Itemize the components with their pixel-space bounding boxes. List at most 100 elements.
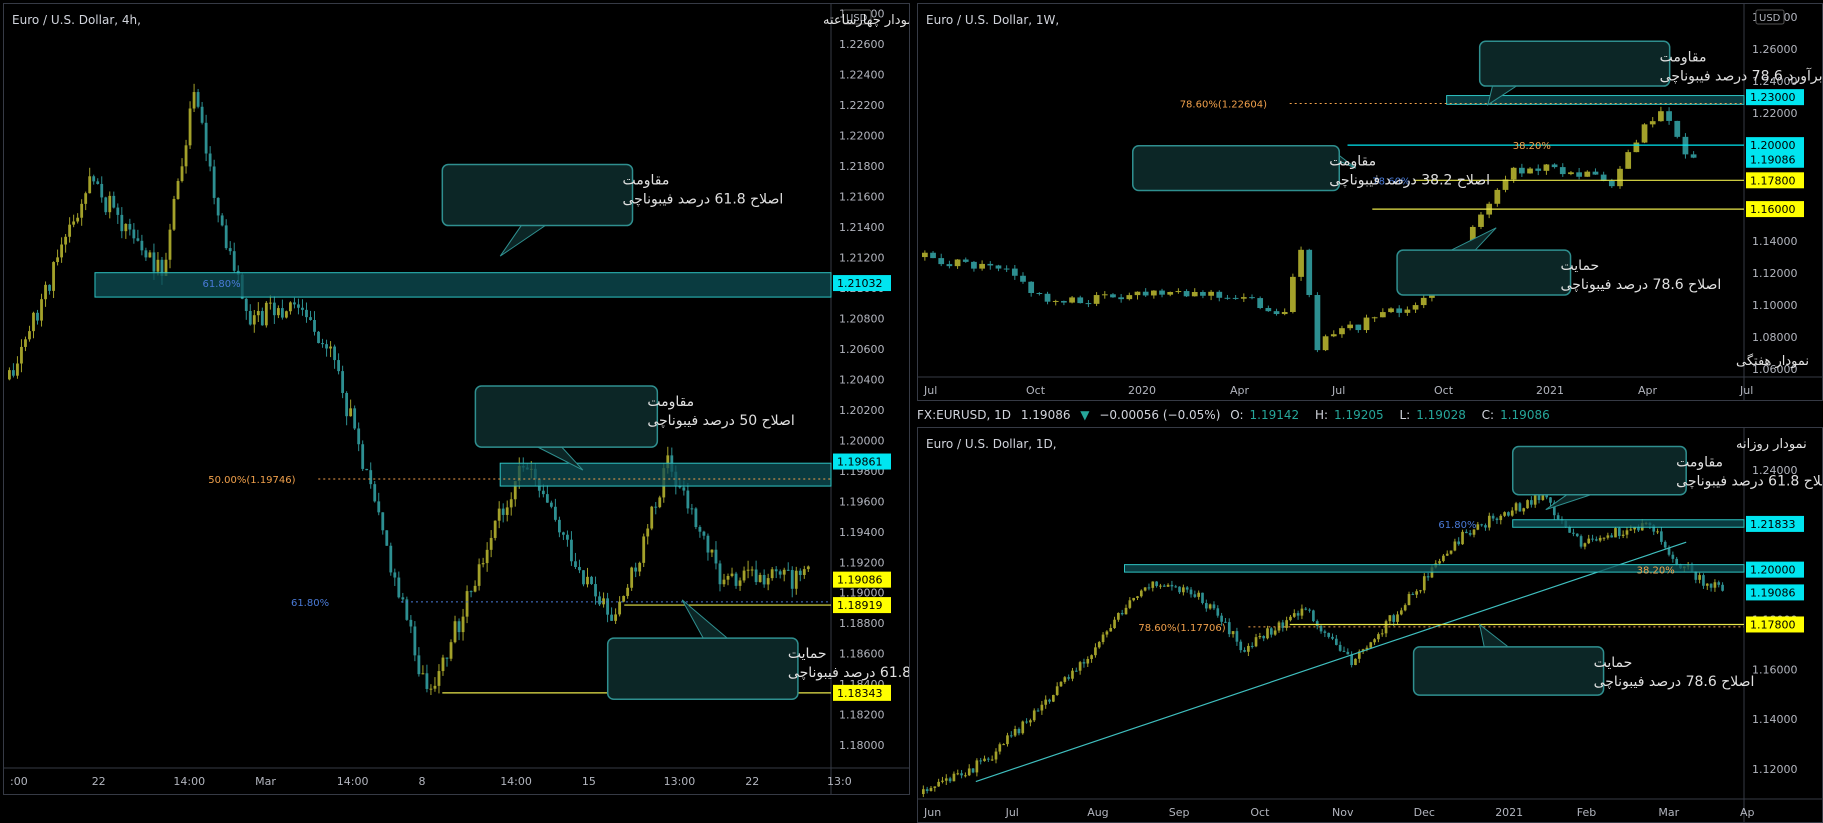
chart-1w-svg[interactable]: 1.280001.260001.240001.220001.200001.180… bbox=[918, 4, 1823, 401]
candle-body bbox=[1191, 291, 1198, 297]
candle-body bbox=[305, 309, 308, 318]
candle-body bbox=[1061, 300, 1067, 303]
candle-body bbox=[1633, 527, 1636, 530]
callout-text: مقاومت bbox=[1329, 154, 1376, 170]
candle-body bbox=[1543, 164, 1550, 171]
candle-body bbox=[297, 304, 300, 308]
candle-body bbox=[1495, 518, 1499, 521]
candle-body bbox=[1224, 297, 1231, 299]
callout-text: مقاومت bbox=[647, 394, 694, 410]
candle-body bbox=[1420, 297, 1427, 306]
ohlc-open: O: 1.19142 bbox=[1230, 408, 1305, 422]
candle-body bbox=[1499, 515, 1503, 521]
candle-body bbox=[192, 92, 196, 109]
chart-panel-4h[interactable]: 1.228001.226001.224001.222001.220001.218… bbox=[3, 3, 910, 795]
candle-body bbox=[1204, 603, 1208, 609]
x-tick-label: Apr bbox=[1230, 384, 1250, 397]
candle-body bbox=[1011, 268, 1018, 276]
candle-body bbox=[473, 585, 477, 592]
open-value: 1.19142 bbox=[1249, 408, 1300, 422]
candle-body bbox=[385, 530, 389, 546]
candle-body bbox=[489, 537, 493, 550]
y-tick-label: 1.19600 bbox=[839, 495, 885, 508]
candle-body bbox=[1006, 735, 1009, 745]
candle-body bbox=[433, 685, 437, 689]
candle-body bbox=[1201, 592, 1204, 604]
callout-text: مقاومت bbox=[1660, 49, 1707, 65]
candle-body bbox=[112, 195, 116, 208]
candle-body bbox=[1621, 534, 1625, 536]
candle-body bbox=[469, 591, 473, 593]
candle-body bbox=[960, 773, 963, 776]
candle-body bbox=[1713, 582, 1717, 588]
fib-line-label: 78.60%(1.17706) bbox=[1138, 623, 1225, 634]
candle-body bbox=[938, 258, 945, 265]
candle-body bbox=[979, 760, 983, 762]
candle-body bbox=[706, 535, 710, 553]
candle-body bbox=[252, 315, 256, 325]
candle-body bbox=[1465, 531, 1468, 534]
candle-body bbox=[1355, 324, 1362, 331]
chart-panel-1d[interactable]: 1.240001.220001.200001.180001.160001.140… bbox=[917, 427, 1823, 823]
candle-body bbox=[144, 250, 148, 258]
candle-body bbox=[453, 621, 457, 643]
chart-4h-svg[interactable]: 1.228001.226001.224001.222001.220001.218… bbox=[4, 4, 910, 795]
candle-body bbox=[1502, 179, 1509, 190]
candle-body bbox=[1527, 168, 1533, 174]
candle-body bbox=[1128, 600, 1132, 608]
zone-price-tag bbox=[1746, 561, 1804, 578]
callout-box bbox=[1511, 445, 1687, 496]
candle-body bbox=[1709, 583, 1713, 588]
candle-body bbox=[1600, 174, 1607, 181]
y-tick-label: 1.20400 bbox=[839, 373, 885, 386]
candle-body bbox=[1559, 167, 1566, 175]
candle-body bbox=[1208, 291, 1214, 296]
candle-body bbox=[1583, 543, 1587, 547]
x-tick-label: Oct bbox=[1434, 384, 1454, 397]
candle-body bbox=[782, 569, 786, 575]
candle-body bbox=[686, 490, 690, 509]
zone-price-text: 1.21032 bbox=[837, 277, 883, 290]
symbol-label[interactable]: FX:EURUSD, 1D bbox=[917, 408, 1012, 422]
candle-body bbox=[100, 183, 104, 198]
candle-body bbox=[1656, 531, 1659, 533]
price-change: −0.00056 (−0.05%) bbox=[1099, 408, 1221, 422]
x-tick-label: Oct bbox=[1250, 806, 1270, 819]
candle-body bbox=[285, 311, 288, 318]
y-tick-label: 1.20000 bbox=[839, 434, 885, 447]
chart-1d-svg[interactable]: 1.240001.220001.200001.180001.160001.140… bbox=[918, 428, 1823, 823]
zone-price-tag bbox=[833, 275, 891, 292]
candle-body bbox=[1126, 295, 1133, 300]
price-tag bbox=[1746, 616, 1804, 633]
candle-body bbox=[276, 308, 280, 316]
candle-body bbox=[369, 470, 373, 485]
candle-body bbox=[578, 566, 581, 571]
candle-body bbox=[754, 569, 758, 583]
candle-body bbox=[1052, 300, 1059, 302]
candle-body bbox=[598, 596, 601, 605]
chart-panel-1w[interactable]: 1.280001.260001.240001.220001.200001.180… bbox=[917, 3, 1823, 401]
candle-body bbox=[1404, 309, 1411, 313]
candle-body bbox=[1629, 529, 1633, 531]
candle-body bbox=[1224, 621, 1227, 623]
y-tick-label: 1.21200 bbox=[839, 251, 885, 264]
callout-tail bbox=[499, 225, 547, 257]
candle-body bbox=[726, 575, 730, 580]
candle-body bbox=[1028, 281, 1035, 294]
x-tick-label: 2021 bbox=[1495, 806, 1523, 819]
x-tick-label: 14:00 bbox=[500, 775, 532, 788]
candle-body bbox=[975, 760, 979, 773]
candle-body bbox=[1136, 596, 1139, 598]
y-tick-label: 1.20800 bbox=[839, 312, 885, 325]
candle-body bbox=[485, 549, 489, 564]
y-tick-label: 1.14000 bbox=[1752, 713, 1798, 726]
candle-body bbox=[987, 263, 994, 266]
candle-body bbox=[260, 311, 264, 326]
candle-body bbox=[1143, 587, 1147, 591]
candle-body bbox=[212, 166, 216, 198]
candle-body bbox=[1048, 699, 1051, 702]
candle-body bbox=[682, 487, 686, 491]
candle-body bbox=[349, 408, 353, 417]
candle-body bbox=[361, 444, 365, 469]
candle-body bbox=[1105, 631, 1109, 635]
